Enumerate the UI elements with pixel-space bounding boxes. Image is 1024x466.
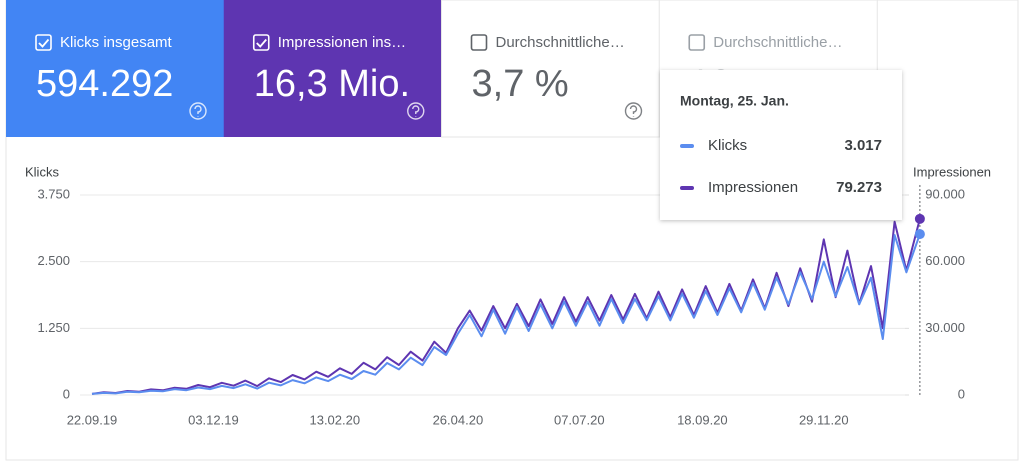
- checkmark: [256, 38, 267, 48]
- x-tick-label: 07.07.20: [554, 412, 605, 427]
- y2-tick-label: 60.000: [925, 253, 965, 268]
- tooltip-value: 3.017: [844, 137, 882, 154]
- checkmark: [38, 38, 50, 48]
- checkbox[interactable]: [35, 34, 52, 51]
- y2-tick-label: 0: [958, 386, 965, 401]
- tooltip-series-name: Klicks: [708, 137, 747, 154]
- hover-dot: [914, 229, 925, 240]
- x-tick-label: 03.12.19: [188, 412, 239, 427]
- series-line: [91, 233, 921, 395]
- help-icon[interactable]: [189, 102, 207, 120]
- y-tick-label: 0: [63, 386, 70, 401]
- series-line: [91, 218, 921, 395]
- y-tick-label: 2.500: [37, 253, 70, 268]
- tooltip-value: 79.273: [836, 179, 882, 196]
- y-tick-label: 1.250: [37, 320, 70, 335]
- card-label: Durchschnittliche…: [496, 34, 625, 51]
- y-axis-title: Klicks: [25, 164, 59, 179]
- x-tick-label: 22.09.19: [67, 412, 118, 427]
- card-label: Durchschnittliche…: [713, 34, 842, 51]
- card-value: 594.292: [36, 63, 173, 105]
- tooltip: [660, 70, 902, 220]
- x-tick-label: 13.02.20: [309, 412, 360, 427]
- tooltip-title: Montag, 25. Jan.: [680, 93, 789, 109]
- hover-dot: [914, 213, 925, 224]
- metric-card[interactable]: [6, 0, 224, 137]
- checkbox[interactable]: [470, 34, 488, 51]
- x-tick-label: 26.04.20: [433, 412, 484, 427]
- metric-card[interactable]: [223, 0, 442, 137]
- y2-tick-label: 90.000: [925, 186, 965, 201]
- help-icon-mark: [194, 105, 202, 117]
- checkbox[interactable]: [688, 34, 706, 51]
- checkbox[interactable]: [252, 34, 270, 51]
- help-icon-mark: [412, 105, 420, 117]
- y-tick-label: 3.750: [37, 186, 70, 201]
- help-icon[interactable]: [407, 102, 425, 120]
- help-icon-mark: [629, 105, 638, 117]
- y2-axis-title: Impressionen: [913, 164, 991, 179]
- card-value: 3,7 %: [472, 63, 569, 105]
- x-tick-label: 29.11.20: [799, 412, 849, 427]
- metric-card[interactable]: [441, 0, 660, 138]
- y2-tick-label: 30.000: [925, 320, 965, 335]
- tooltip-series-name: Impressionen: [708, 179, 798, 196]
- card-value: 16,3 Mio.: [254, 63, 410, 105]
- x-tick-label: 18.09.20: [677, 412, 728, 427]
- card-label: Klicks insgesamt: [60, 34, 173, 51]
- card-label: Impressionen ins…: [278, 34, 406, 51]
- help-icon[interactable]: [624, 102, 643, 120]
